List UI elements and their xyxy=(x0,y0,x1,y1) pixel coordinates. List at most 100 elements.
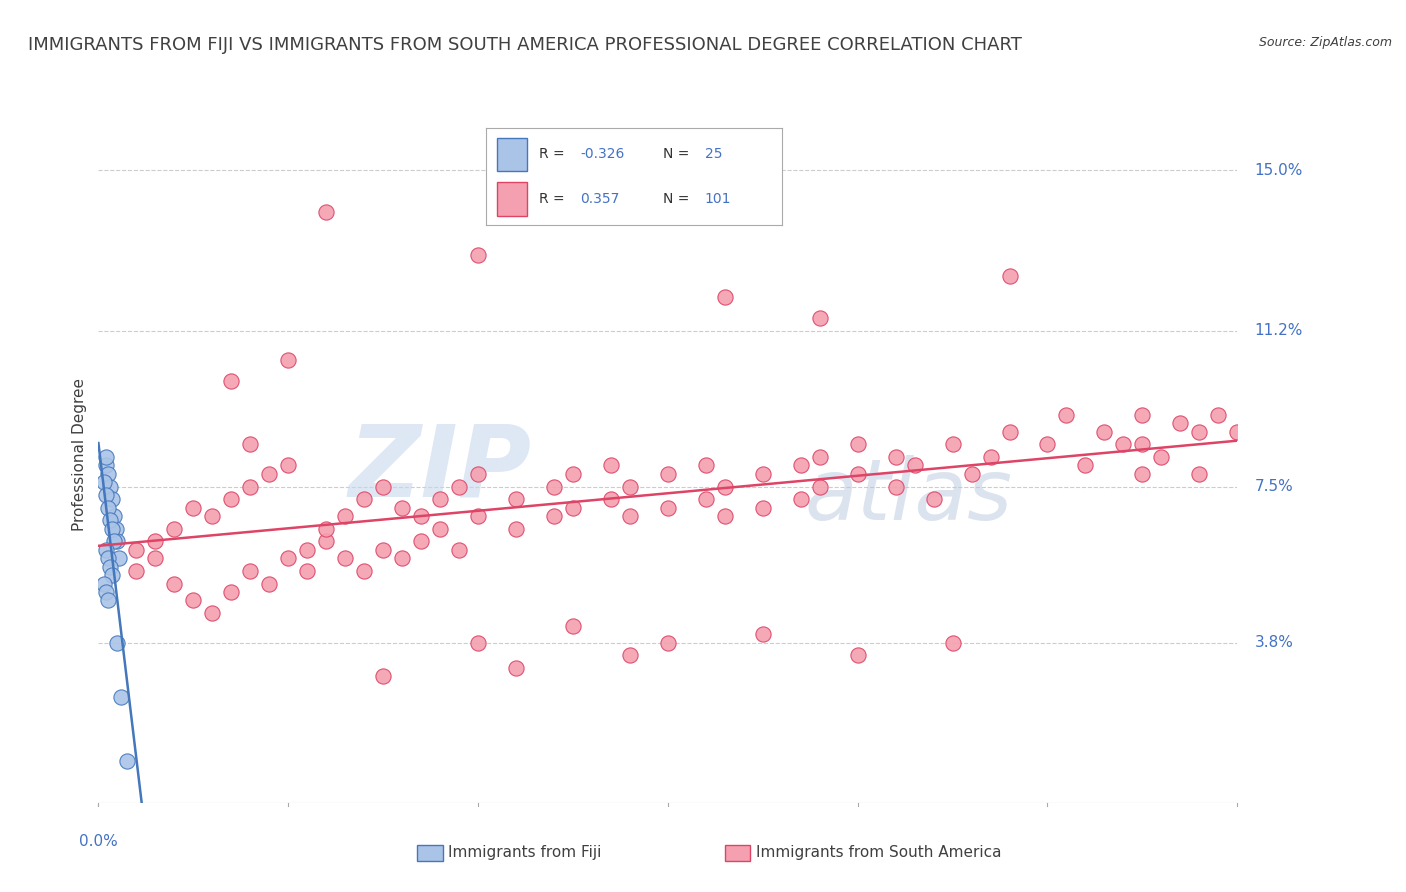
Point xyxy=(335,551,357,566)
Point xyxy=(1132,437,1154,451)
Text: Immigrants from Fiji: Immigrants from Fiji xyxy=(449,846,602,860)
Point xyxy=(97,500,120,515)
Point xyxy=(97,593,120,607)
Point xyxy=(94,488,117,502)
Point xyxy=(107,635,129,649)
Point xyxy=(695,458,717,473)
Point xyxy=(790,492,813,507)
Point xyxy=(884,450,907,464)
Point xyxy=(94,450,117,464)
Point xyxy=(562,618,585,632)
Point xyxy=(600,492,623,507)
Point xyxy=(98,559,121,574)
Point xyxy=(619,509,641,524)
Point xyxy=(1150,450,1173,464)
Point xyxy=(103,534,125,549)
Y-axis label: Professional Degree: Professional Degree xyxy=(72,378,87,532)
Point xyxy=(657,500,679,515)
Text: ZIP: ZIP xyxy=(349,420,531,517)
Point xyxy=(163,576,186,591)
Point xyxy=(103,509,125,524)
Point xyxy=(201,509,224,524)
Point xyxy=(1132,467,1154,481)
Point xyxy=(371,479,394,493)
Point xyxy=(1074,458,1097,473)
Point xyxy=(94,585,117,599)
Point xyxy=(695,492,717,507)
Point xyxy=(391,551,413,566)
Point xyxy=(277,458,299,473)
Point xyxy=(1226,425,1249,439)
Point xyxy=(505,522,527,536)
Point xyxy=(315,534,337,549)
Point xyxy=(125,564,148,578)
Point xyxy=(1188,467,1211,481)
Point xyxy=(239,479,262,493)
Point xyxy=(104,522,127,536)
Point xyxy=(808,450,831,464)
Text: Source: ZipAtlas.com: Source: ZipAtlas.com xyxy=(1258,36,1392,49)
Point xyxy=(998,425,1021,439)
Point xyxy=(259,467,281,481)
Point xyxy=(467,467,489,481)
Point xyxy=(467,247,489,261)
Point xyxy=(922,492,945,507)
Text: 15.0%: 15.0% xyxy=(1254,163,1303,178)
Point xyxy=(714,290,737,304)
Point xyxy=(93,576,115,591)
Point xyxy=(98,513,121,527)
Point xyxy=(94,542,117,557)
Text: Immigrants from South America: Immigrants from South America xyxy=(756,846,1001,860)
Point xyxy=(239,564,262,578)
Point xyxy=(1188,425,1211,439)
Point xyxy=(115,754,138,768)
Point xyxy=(884,479,907,493)
Point xyxy=(1036,437,1059,451)
Point xyxy=(808,479,831,493)
Point xyxy=(942,437,965,451)
Point xyxy=(998,268,1021,283)
Point xyxy=(353,492,375,507)
Point xyxy=(145,551,167,566)
Point xyxy=(904,458,927,473)
Point xyxy=(960,467,983,481)
Point xyxy=(125,542,148,557)
Point xyxy=(505,661,527,675)
Point xyxy=(239,437,262,451)
Point xyxy=(98,479,121,493)
Point xyxy=(562,500,585,515)
Point xyxy=(449,479,471,493)
Point xyxy=(752,627,775,641)
Point xyxy=(315,522,337,536)
Point xyxy=(657,635,679,649)
Point xyxy=(221,585,243,599)
Point xyxy=(1170,417,1192,431)
Point xyxy=(411,534,433,549)
Point xyxy=(163,522,186,536)
Point xyxy=(371,542,394,557)
Point xyxy=(846,467,869,481)
Point xyxy=(562,467,585,481)
Point xyxy=(790,458,813,473)
Point xyxy=(1056,408,1078,422)
Point xyxy=(221,492,243,507)
Point xyxy=(183,593,205,607)
Text: IMMIGRANTS FROM FIJI VS IMMIGRANTS FROM SOUTH AMERICA PROFESSIONAL DEGREE CORREL: IMMIGRANTS FROM FIJI VS IMMIGRANTS FROM … xyxy=(28,36,1022,54)
Point xyxy=(100,522,122,536)
Point xyxy=(353,564,375,578)
Point xyxy=(277,353,299,368)
Point xyxy=(108,551,131,566)
Point xyxy=(543,479,565,493)
Text: 7.5%: 7.5% xyxy=(1254,479,1294,494)
Point xyxy=(1094,425,1116,439)
Text: 3.8%: 3.8% xyxy=(1254,635,1294,650)
Point xyxy=(201,606,224,620)
Point xyxy=(714,509,737,524)
Point xyxy=(97,467,120,481)
Point xyxy=(979,450,1001,464)
Point xyxy=(335,509,357,524)
Point xyxy=(145,534,167,549)
Point xyxy=(1112,437,1135,451)
Point xyxy=(942,635,965,649)
Point xyxy=(259,576,281,591)
